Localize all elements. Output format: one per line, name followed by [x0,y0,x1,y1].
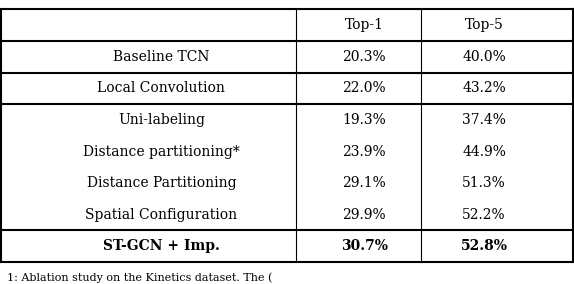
Text: 22.0%: 22.0% [342,81,386,95]
Text: Top-5: Top-5 [464,18,503,32]
Text: Spatial Configuration: Spatial Configuration [86,208,238,222]
Text: 29.9%: 29.9% [342,208,386,222]
Text: 40.0%: 40.0% [462,50,506,64]
Text: ST-GCN + Imp.: ST-GCN + Imp. [103,239,220,253]
Text: 30.7%: 30.7% [340,239,387,253]
Text: 44.9%: 44.9% [462,145,506,158]
Text: 29.1%: 29.1% [342,176,386,190]
Text: Distance Partitioning: Distance Partitioning [87,176,236,190]
Text: Distance partitioning*: Distance partitioning* [83,145,240,158]
Text: Top-1: Top-1 [344,18,383,32]
Text: Uni-labeling: Uni-labeling [118,113,205,127]
Text: 43.2%: 43.2% [462,81,506,95]
Text: 52.2%: 52.2% [462,208,506,222]
Text: 20.3%: 20.3% [342,50,386,64]
Text: Baseline TCN: Baseline TCN [113,50,210,64]
Text: 51.3%: 51.3% [462,176,506,190]
Text: 37.4%: 37.4% [462,113,506,127]
Text: 23.9%: 23.9% [342,145,386,158]
Text: 52.8%: 52.8% [460,239,507,253]
Text: 19.3%: 19.3% [342,113,386,127]
Text: Local Convolution: Local Convolution [98,81,225,95]
Text: 1: Ablation study on the Kinetics dataset. The (: 1: Ablation study on the Kinetics datase… [7,273,273,283]
